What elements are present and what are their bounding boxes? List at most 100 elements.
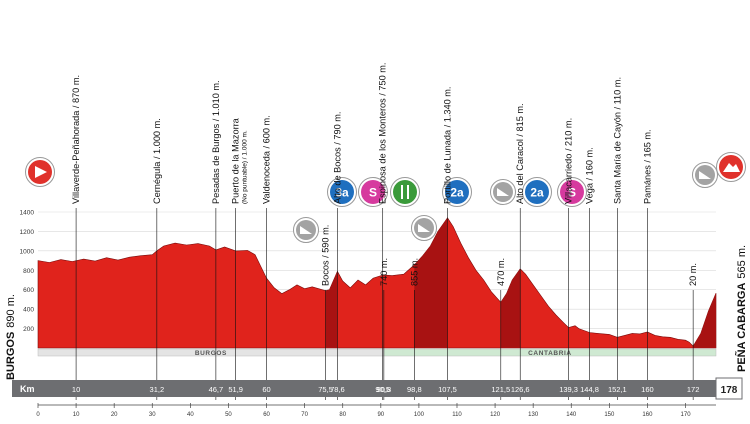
location-label: Puerto de la Mazorra [231,117,241,204]
descent-glyph [497,188,509,196]
marker-km-value: 126,6 [511,385,530,394]
location-name: Bocos / 590 m. [321,225,331,286]
finish-km-box [715,377,743,400]
location-name: Santa María de Cayón / 110 m. [612,77,622,204]
x-tick-label: 130 [528,412,539,418]
marker-km-value: 139,3 [559,385,578,394]
second-category-climb-icon: 2a [522,177,552,207]
marker-km-value: 90,5 [375,385,390,394]
sprint-icon: S [358,177,388,207]
location-name: Alto del Caracol / 815 m. [515,103,525,204]
third-category-climb-icon: 3a [327,177,357,207]
y-tick-label: 200 [23,326,34,333]
location-label: 740 m. [379,258,389,286]
region-label: BURGOS [195,350,227,357]
y-tick-label: 1200 [20,229,35,236]
location-name: Portillo de Lunada / 1.340 m. [442,87,452,204]
marker-km-value: 144,8 [580,385,599,394]
badge-fill [393,180,417,204]
marker-km-value: 121,5 [491,385,510,394]
badge-text: 2a [530,186,544,200]
location-name: 855 m. [409,258,419,286]
badge-text: 2a [450,186,464,200]
marker-km-value: 107,5 [438,385,457,394]
x-tick-label: 140 [566,412,577,418]
total-km-label: 178 [721,385,738,396]
marker-km-value: 10 [72,385,80,394]
finish-town: PEÑA CABARGA [735,283,748,372]
second-category-climb-icon: 2a [442,177,472,207]
elevation-profile-area [37,217,717,349]
y-tick-label: 400 [23,307,34,314]
marker-km-value: 78,6 [330,385,345,394]
location-name: Villaverde-Peñahorada / 870 m. [71,75,81,204]
x-tick-label: 100 [414,412,425,418]
location-label: Alto de Bocos / 790 m. [332,112,342,204]
start-altitude: 890 m. [5,294,17,328]
marker-km-value: 152,1 [608,385,627,394]
x-tick-label: 50 [225,412,232,418]
km-axis-label: Km [20,384,35,394]
badge-fill [330,180,354,204]
location-name: Pesadas de Burgos / 1.010 m. [211,80,221,204]
marker-km-value: 75,5 [318,385,333,394]
marker-km-value: 98,8 [407,385,422,394]
location-name: Valdenoceda / 600 m. [262,115,272,204]
y-tick-label: 800 [23,268,34,275]
location-label: Vega / 160 m. [585,147,595,204]
descent-icon [293,217,319,243]
badge-fill [445,180,469,204]
start-flag-icon [25,157,55,187]
mountain-glyph [723,163,740,172]
x-tick-label: 70 [301,412,308,418]
location-sublabel: (No puntuable) / 1.000 m. [242,130,249,204]
x-tick-label: 170 [681,412,692,418]
marker-km-value: 172 [687,385,700,394]
km-band [12,380,738,397]
start-town: BURGOS [5,332,17,380]
location-label: Cernégula / 1.000 m. [152,118,162,204]
mountain-finish-icon [716,152,746,182]
finish-label: PEÑA CABARGA 565 m. [735,245,748,372]
location-label: Valdenoceda / 600 m. [262,115,272,204]
location-label: 470 m. [496,258,506,286]
sprint-icon: S [557,177,587,207]
badge-fill [560,180,584,204]
badge-text: S [568,186,576,200]
x-tick-label: 30 [149,412,156,418]
x-tick-label: 60 [263,412,270,418]
location-label: 855 m. [409,258,419,286]
x-tick-label: 20 [111,412,118,418]
x-tick-label: 80 [339,412,346,418]
descent-icon [490,179,516,205]
location-name: Vega / 160 m. [585,147,595,204]
badge-fill [361,180,385,204]
location-label: Pamánes / 165 m. [642,129,652,204]
location-label: 20 m. [688,263,698,286]
region-label: CANTABRIA [528,350,572,357]
marker-km-value: 51,9 [228,385,243,394]
start-label: BURGOS 890 m. [5,294,17,380]
marker-km-value: 160 [641,385,654,394]
badge-text: S [369,186,377,200]
badge-text: 3a [335,186,349,200]
x-tick-label: 150 [604,412,615,418]
location-name: Espinosa de los Monteros / 750 m. [378,63,388,204]
location-label: Portillo de Lunada / 1.340 m. [442,87,452,204]
finish-altitude: 565 m. [736,245,748,279]
location-label: Pesadas de Burgos / 1.010 m. [211,80,221,204]
y-tick-label: 600 [23,287,34,294]
descent-icon [692,162,718,188]
x-tick-label: 0 [36,412,40,418]
marker-km-value: 31,2 [150,385,165,394]
x-tick-label: 120 [490,412,501,418]
start-arrow-glyph [35,166,47,178]
descent-glyph [418,224,430,232]
marker-km-value: 46,7 [209,385,224,394]
y-tick-label: 1400 [20,210,35,217]
marker-km-value: 90,8 [377,385,392,394]
descent-icon [411,215,437,241]
location-name: Cernégula / 1.000 m. [152,118,162,204]
